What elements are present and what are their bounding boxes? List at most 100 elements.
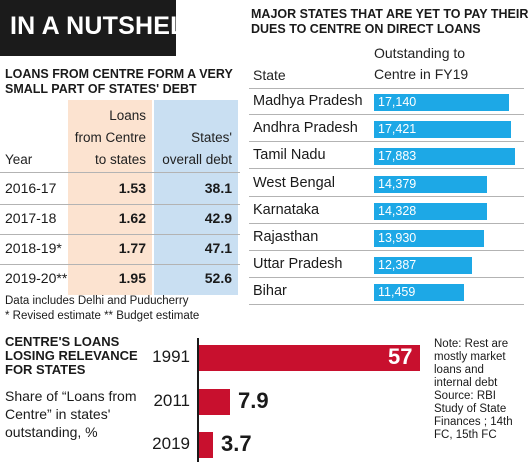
loans-row-year: 2016-17 (5, 180, 57, 196)
state-value-label: 14,379 (378, 176, 417, 191)
source-note-line: Study of State (434, 403, 507, 415)
source-note-line: internal debt (434, 377, 498, 389)
loans-row-debt-value: 52.6 (204, 270, 232, 286)
source-note-line: Finances ; 14th (434, 416, 513, 428)
loans-row-year: 2017-18 (5, 210, 57, 226)
state-bar (374, 202, 487, 220)
source-note: Note: Rest are mostly market loans and inte… (434, 338, 513, 442)
source-note-line: FC, 15th FC (434, 429, 497, 441)
state-row-divider (249, 277, 524, 279)
state-value-label: 17,140 (378, 95, 417, 109)
loans-row-debt-value: 38.1 (204, 180, 232, 196)
share-heading-line3: FOR STATES (5, 362, 86, 377)
state-name: Madhya Pradesh (253, 93, 363, 109)
loans-row-divider (0, 234, 240, 235)
share-bar-value: 3.7 (221, 431, 252, 456)
loans-row-loans-value: 1.95 (118, 270, 146, 286)
state-bar (374, 284, 464, 302)
state-name: Bihar (253, 283, 287, 300)
state-value-label: 13,930 (378, 231, 417, 245)
loans-row-year: 2018-19* (5, 240, 62, 256)
state-row-divider (249, 250, 524, 251)
state-bar (374, 148, 515, 166)
nutshell-banner: IN A NUTSHELL (0, 0, 201, 56)
col-header-outstanding-line1: Outstanding to (374, 45, 466, 61)
share-bar-value: 57 (388, 344, 413, 369)
state-bar (374, 230, 484, 247)
loans-row-divider (0, 264, 240, 265)
share-sub-line1: Share of “Loans from (5, 388, 137, 404)
state-value-label: 17,883 (378, 149, 417, 164)
state-row-divider (249, 222, 524, 224)
share-chart-subtitle: Share of “Loans from Centre” in states' … (5, 387, 137, 441)
state-name: Andhra Pradesh (253, 120, 358, 137)
states-table-heading-line2: DUES TO CENTRE ON DIRECT LOANS (251, 22, 481, 36)
loans-table-heading-line2: SMALL PART OF STATES' DEBT (5, 82, 197, 96)
state-value-label: 17,421 (378, 122, 417, 137)
state-row: Andhra Pradesh 17,421 (249, 117, 524, 143)
state-bar (374, 175, 487, 193)
col-header-loans-line1: Loans (109, 108, 146, 123)
state-name: Karnataka (253, 201, 320, 218)
state-name: West Bengal (253, 174, 335, 191)
state-row: Rajasthan 13,930 (249, 226, 524, 251)
state-bar (374, 257, 472, 275)
col-header-loans-line3: to states (94, 152, 146, 167)
state-row: West Bengal 14,379 (249, 172, 524, 197)
state-value-label: 12,387 (378, 258, 417, 273)
states-header-divider (249, 88, 524, 89)
share-bar (199, 389, 230, 415)
loans-table-note-1: Data includes Delhi and Puducherry (5, 295, 189, 307)
state-value-label: 11,459 (378, 285, 416, 300)
loans-row-loans-value: 1.53 (118, 180, 146, 196)
state-row: Bihar 11,459 (249, 280, 524, 306)
state-row-divider (249, 304, 524, 306)
state-name: Rajasthan (253, 229, 319, 245)
loans-row-debt-value: 42.9 (204, 210, 232, 226)
state-row-divider (249, 195, 524, 197)
share-sub-line2: Centre” in states' (5, 406, 111, 422)
source-note-line: mostly market (434, 351, 506, 363)
state-bar (374, 121, 511, 139)
share-bar-year: 2011 (153, 391, 190, 410)
loans-row-divider (0, 172, 240, 173)
loans-column-background (68, 100, 152, 295)
state-row-divider (249, 168, 524, 170)
share-bar (199, 432, 213, 458)
state-bar (374, 94, 509, 111)
col-header-debt-line1: States' (191, 130, 232, 145)
loans-row-year: 2019-20** (5, 270, 68, 286)
share-bar (199, 345, 420, 371)
loans-row-debt-value: 47.1 (204, 240, 232, 256)
share-bar-value: 7.9 (238, 388, 269, 413)
col-header-debt-line2: overall debt (162, 152, 232, 167)
share-sub-line3: outstanding, % (5, 424, 98, 440)
col-header-state: State (253, 67, 286, 83)
state-value-label: 14,328 (378, 203, 417, 218)
col-header-outstanding-line2: Centre in FY19 (374, 66, 469, 82)
source-note-line: Note: Rest are (434, 338, 509, 350)
loans-row-loans-value: 1.77 (118, 240, 146, 256)
state-row-divider (249, 141, 524, 143)
state-name: Uttar Pradesh (253, 256, 343, 273)
col-header-year: Year (5, 152, 33, 167)
debt-column-background (154, 100, 238, 295)
share-bar-year: 2019 (152, 434, 190, 453)
loans-row-loans-value: 1.62 (118, 210, 146, 226)
share-heading-line2: LOSING RELEVANCE (5, 348, 138, 363)
state-row: Tamil Nadu 17,883 (249, 144, 524, 170)
share-chart-axis (197, 338, 199, 462)
state-name: Tamil Nadu (253, 147, 326, 164)
share-chart-heading: CENTRE'S LOANS LOSING RELEVANCE FOR STAT… (5, 335, 138, 377)
state-row-divider (249, 114, 524, 115)
banner-title: IN A NUTSHELL (10, 12, 202, 40)
loans-row-divider (0, 204, 240, 205)
share-bar-year: 1991 (152, 347, 190, 366)
loans-table-heading-line1: LOANS FROM CENTRE FORM A VERY (5, 67, 233, 81)
source-note-line: loans and (434, 364, 484, 376)
state-row: Karnataka 14,328 (249, 199, 524, 224)
loans-table-note-2: * Revised estimate ** Budget estimate (5, 310, 200, 322)
state-row: Madhya Pradesh 17,140 (249, 90, 524, 115)
source-note-line: Source: RBI (434, 390, 496, 402)
state-row: Uttar Pradesh 12,387 (249, 253, 524, 279)
